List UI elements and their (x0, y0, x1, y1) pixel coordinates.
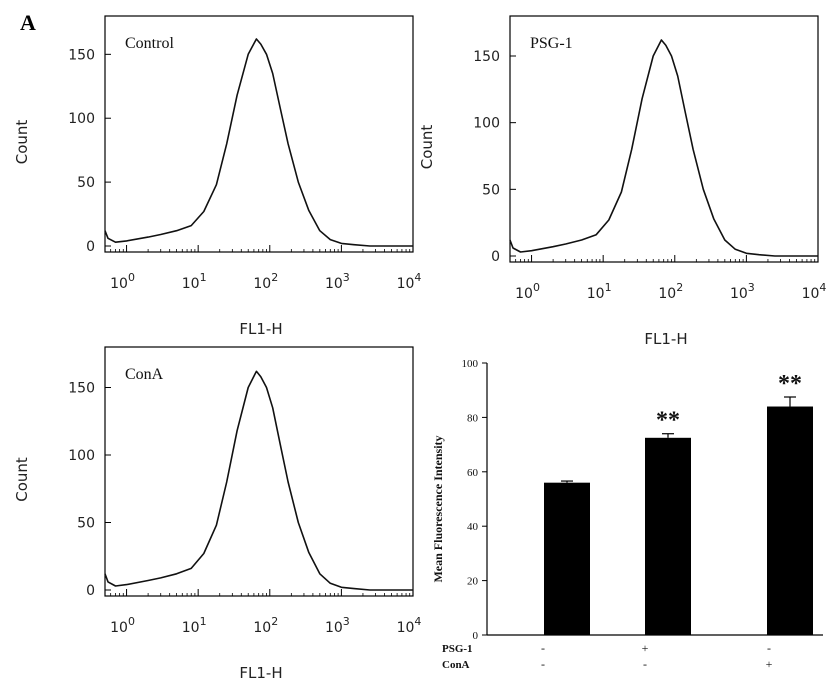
x-tick-base: 10 (182, 620, 200, 636)
y-tick-label: 20 (467, 576, 479, 588)
x-tick-exponent: 1 (200, 271, 207, 284)
x-tick-exponent: 0 (128, 615, 135, 628)
x-tick-label: 102 (253, 615, 278, 636)
x-tick-label: 100 (515, 281, 540, 302)
x-tick-label: 101 (587, 281, 612, 302)
x-tick-label: 103 (325, 271, 350, 292)
y-axis-label: Count (13, 120, 31, 165)
histogram-curve (104, 370, 413, 591)
condition-mark: - (643, 657, 647, 671)
panel-title: Control (125, 35, 174, 52)
x-tick-label: 101 (182, 615, 207, 636)
x-axis-label: FL1-H (239, 664, 282, 682)
x-tick-label: 104 (397, 271, 422, 292)
x-tick-exponent: 2 (676, 281, 683, 294)
x-tick-base: 10 (802, 286, 820, 302)
condition-mark: - (541, 641, 545, 655)
significance-mark: ** (778, 371, 802, 397)
x-tick-base: 10 (730, 286, 748, 302)
panel-title: PSG-1 (530, 35, 573, 52)
condition-mark: + (642, 641, 649, 655)
x-tick-base: 10 (397, 276, 415, 292)
y-axis-label: Count (13, 457, 31, 502)
x-tick-label: 100 (110, 271, 135, 292)
bar-chart-mfi: 0 20 40 60 80 100 Mean Fluorescence Intensity *… (431, 358, 823, 671)
x-tick-exponent: 4 (819, 281, 826, 294)
significance-mark: ** (656, 408, 680, 434)
x-tick-base: 10 (397, 620, 415, 636)
condition-mark: - (767, 641, 771, 655)
x-tick-exponent: 0 (128, 271, 135, 284)
panel-letter: A (20, 10, 36, 35)
x-tick-base: 10 (253, 276, 271, 292)
x-tick-exponent: 1 (200, 615, 207, 628)
x-tick-base: 10 (110, 620, 128, 636)
plot-frame (509, 15, 819, 263)
y-tick-label: 40 (467, 521, 479, 533)
y-axis-label: Count (418, 125, 436, 170)
x-tick-exponent: 4 (414, 615, 421, 628)
y-tick-label: 60 (467, 467, 479, 479)
y-tick-label: 150 (68, 47, 95, 63)
y-tick-label: 50 (77, 516, 95, 532)
x-tick-base: 10 (325, 276, 343, 292)
condition-label: PSG-1 (442, 643, 473, 655)
x-tick-exponent: 3 (748, 281, 755, 294)
y-tick-label: 50 (482, 182, 500, 198)
bar (544, 482, 590, 635)
y-tick-label: 0 (491, 249, 500, 265)
x-tick-label: 103 (730, 281, 755, 302)
histogram-curve (509, 39, 818, 257)
x-tick-label: 102 (658, 281, 683, 302)
x-tick-base: 10 (658, 286, 676, 302)
x-tick-exponent: 2 (271, 615, 278, 628)
y-tick-label: 150 (68, 381, 95, 397)
x-tick-exponent: 0 (533, 281, 540, 294)
x-tick-base: 10 (515, 286, 533, 302)
x-tick-exponent: 1 (605, 281, 612, 294)
x-tick-base: 10 (325, 620, 343, 636)
y-axis-label: Mean Fluorescence Intensity (431, 435, 445, 582)
x-tick-exponent: 3 (343, 271, 350, 284)
x-tick-base: 10 (110, 276, 128, 292)
x-tick-base: 10 (587, 286, 605, 302)
histogram-curve (104, 38, 413, 247)
y-tick-label: 0 (473, 630, 479, 642)
condition-mark: + (766, 657, 773, 671)
x-tick-label: 104 (802, 281, 827, 302)
x-tick-label: 104 (397, 615, 422, 636)
y-tick-label: 100 (473, 116, 500, 132)
x-tick-label: 102 (253, 271, 278, 292)
x-tick-exponent: 2 (271, 271, 278, 284)
y-tick-label: 100 (68, 448, 95, 464)
x-tick-label: 101 (182, 271, 207, 292)
x-axis-label: FL1-H (239, 320, 282, 338)
x-tick-exponent: 4 (414, 271, 421, 284)
x-tick-label: 100 (110, 615, 135, 636)
bar (767, 406, 813, 635)
x-tick-base: 10 (182, 276, 200, 292)
y-tick-label: 50 (77, 175, 95, 191)
x-axis-label: FL1-H (644, 330, 687, 348)
condition-mark: - (541, 657, 545, 671)
y-tick-label: 0 (86, 583, 95, 599)
x-tick-base: 10 (253, 620, 271, 636)
plot-frame (104, 346, 414, 597)
condition-label: ConA (442, 659, 470, 671)
y-tick-label: 150 (473, 49, 500, 65)
panel-title: ConA (125, 366, 164, 383)
x-tick-exponent: 3 (343, 615, 350, 628)
x-tick-label: 103 (325, 615, 350, 636)
y-tick-label: 100 (462, 358, 479, 370)
y-tick-label: 0 (86, 239, 95, 255)
bar (645, 437, 691, 635)
y-tick-label: 80 (467, 412, 479, 424)
y-tick-label: 100 (68, 111, 95, 127)
